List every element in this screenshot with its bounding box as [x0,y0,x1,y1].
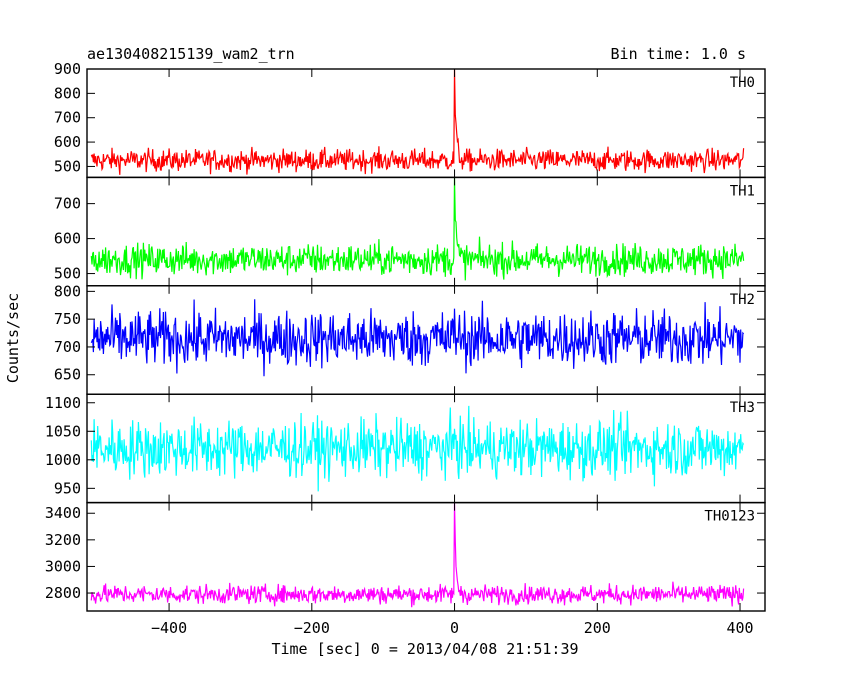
series-label-th3: TH3 [730,400,755,416]
y-tick-label: 3000 [45,557,81,575]
y-tick-label: 2800 [45,584,81,602]
y-tick-label: 1050 [45,422,81,440]
y-tick-label: 1000 [45,451,81,469]
x-tick-label: −400 [151,619,187,637]
panel-th0: 500 600 700 800 900 TH0 [54,60,766,179]
y-tick-label: 700 [54,338,81,356]
bin-time-label: Bin time: 1.0 s [611,45,746,63]
y-tick-label: 3400 [45,504,81,522]
x-tick-label: 0 [450,619,459,637]
series-label-th0: TH0 [730,75,755,91]
series-label-th0123: TH0123 [704,509,755,525]
y-tick-label: 1100 [45,394,81,412]
y-tick-label: 500 [54,265,81,283]
x-axis-title: Time [sec] 0 = 2013/04/08 21:51:39 [271,640,578,658]
x-tick-label: 200 [584,619,611,637]
series-label-th2: TH2 [730,292,755,308]
x-tick-label: 400 [726,619,753,637]
y-tick-label: 950 [54,479,81,497]
series-line-th0123 [90,502,745,608]
y-tick-label: 500 [54,157,81,175]
y-tick-label: 3200 [45,531,81,549]
y-tick-label: 800 [54,282,81,300]
x-axis: −400 −200 0 200 400 [151,619,754,637]
panel-th1: 500 600 700 TH1 [54,176,766,287]
panel-th2: 650 700 750 800 TH2 [54,282,766,395]
panels-group: 500 600 700 800 900 TH0 500 600 700 TH1 650 700 750 8… [45,60,766,612]
y-axis-title: Counts/sec [4,293,22,383]
y-tick-label: 800 [54,84,81,102]
series-line-th0 [90,68,745,175]
series-line-th1 [90,177,745,281]
series-line-th3 [90,405,745,492]
y-tick-label: 750 [54,310,81,328]
y-tick-label: 700 [54,109,81,127]
panel-th3: 950 1000 1050 1100 TH3 [45,393,766,504]
y-tick-label: 900 [54,60,81,78]
chart-title: ae130408215139_wam2_trn [87,45,295,63]
panel-frame [86,501,766,612]
y-tick-label: 650 [54,366,81,384]
y-tick-label: 600 [54,230,81,248]
y-tick-label: 700 [54,195,81,213]
series-label-th1: TH1 [730,183,755,199]
y-tick-label: 600 [54,133,81,151]
series-line-th2 [90,299,745,377]
panel-th0123: 2800 3000 3200 3400 TH0123 [45,501,766,612]
x-tick-label: −200 [294,619,330,637]
